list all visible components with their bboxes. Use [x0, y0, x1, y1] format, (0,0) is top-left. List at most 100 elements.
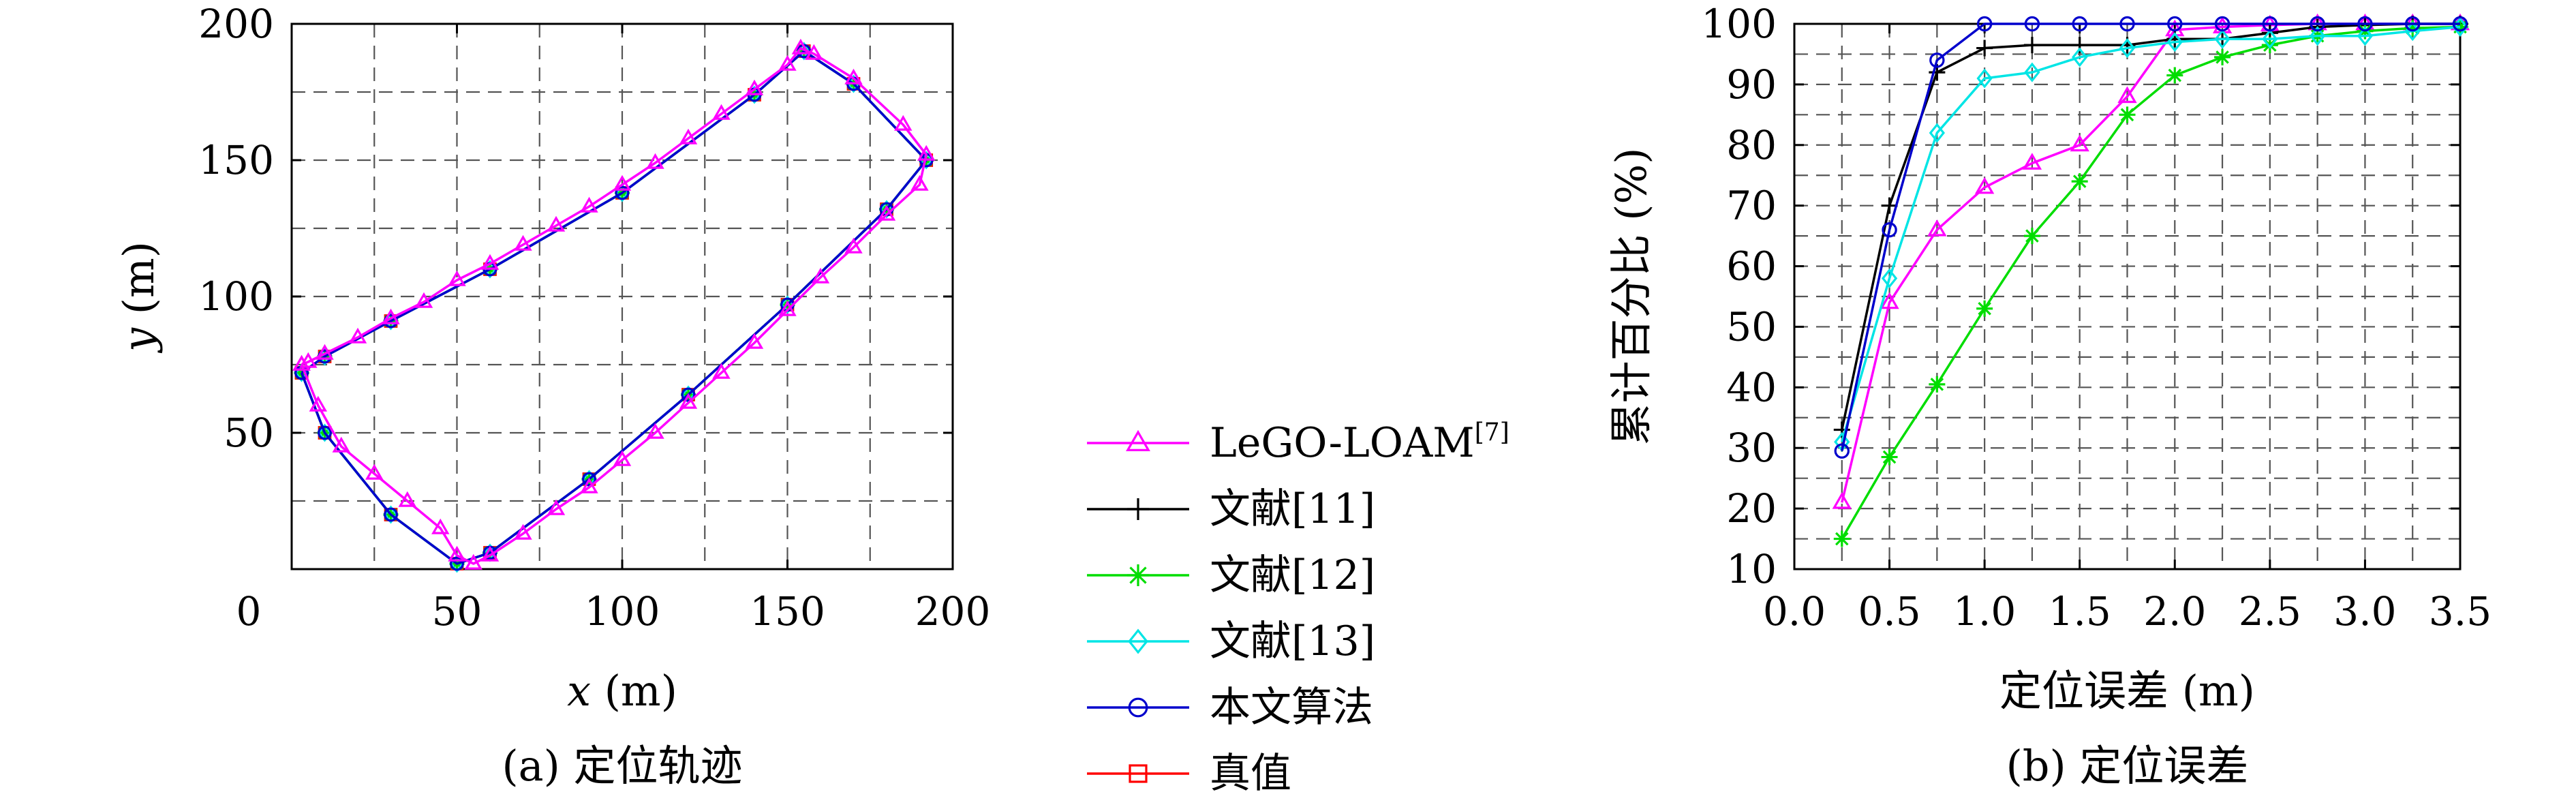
data-point-lego-loam	[894, 115, 913, 131]
y-axis-unit: (m)	[114, 241, 164, 328]
data-point-lego-loam-shape	[398, 491, 416, 507]
data-point-文献-11	[1976, 40, 1993, 57]
x-tick-label: 200	[915, 588, 991, 635]
data-point-lego-loam-shape	[309, 395, 328, 412]
data-point-文献-13	[1976, 68, 1993, 89]
x-tick-label: 0.5	[1858, 588, 1920, 635]
series-line-lego-loam	[300, 47, 927, 565]
data-point-lego-loam-shape	[917, 144, 936, 161]
data-point-lego-loam-shape	[894, 115, 913, 131]
data-point-lego-loam	[917, 144, 936, 161]
data-point-文献-13	[2166, 32, 2183, 52]
x-axis-label: x (m)	[567, 666, 677, 716]
x-tick-label: 3.0	[2333, 588, 2396, 635]
series-文献-13	[294, 42, 934, 573]
data-point-lego-loam	[778, 300, 797, 316]
x-axis-unit: (m)	[591, 666, 677, 716]
data-point-lego-loam-shape	[811, 267, 830, 284]
data-point-lego-loam	[431, 518, 450, 534]
y-tick-label: 80	[1726, 122, 1777, 168]
data-point-lego-loam	[464, 553, 482, 570]
data-point-文献-13-shape	[2214, 29, 2230, 49]
data-point-文献-12	[2452, 18, 2468, 35]
data-point-本文算法-shape	[2024, 16, 2040, 32]
legend-item-本文算法: 本文算法	[1087, 684, 1373, 731]
data-point-lego-loam-shape	[613, 174, 632, 191]
data-point-文献-13-shape	[2262, 29, 2278, 49]
legend-label-text: 文献[13]	[1210, 618, 1375, 665]
data-point-lego-loam	[309, 395, 328, 412]
data-point-文献-13-shape	[1976, 68, 1993, 89]
data-point-lego-loam-shape	[514, 234, 532, 251]
data-point-文献-13-shape	[2119, 37, 2136, 59]
data-point-文献-13	[2119, 37, 2136, 59]
data-point-本文算法-shape	[318, 425, 332, 440]
data-point-本文算法-shape	[2310, 16, 2325, 32]
data-point-文献-11	[1881, 197, 1898, 214]
x-tick-label: 100	[585, 588, 660, 635]
data-point-lego-loam-shape	[514, 523, 532, 540]
data-point-本文算法	[1976, 16, 1993, 32]
data-point-文献-13	[2024, 62, 2040, 82]
data-point-lego-loam	[791, 38, 810, 55]
data-point-文献-13	[383, 505, 399, 524]
x-axis-label: 定位误差 (m)	[1999, 666, 2255, 716]
series-line-文献-12	[300, 50, 927, 565]
data-point-lego-loam-shape	[805, 44, 823, 60]
data-point-文献-13-shape	[2309, 26, 2326, 46]
data-point-lego-loam-shape	[745, 333, 764, 349]
data-point-文献-11-shape	[2023, 37, 2040, 54]
data-point-文献-13	[1881, 268, 1898, 288]
legend-item-文献-11: 文献[11]	[1087, 485, 1375, 533]
x-tick-label: 1.0	[1953, 588, 2016, 635]
x-tick-label: 2.5	[2239, 588, 2301, 635]
data-point-本文算法	[2310, 16, 2325, 32]
series-本文算法	[1834, 16, 2468, 459]
series-line-本文算法	[300, 50, 927, 565]
data-point-本文算法-shape	[450, 556, 464, 571]
y-tick-label: 90	[1726, 61, 1777, 108]
data-point-lego-loam	[778, 55, 797, 71]
legend-marker	[1126, 429, 1150, 452]
y-tick-label: 70	[1726, 183, 1777, 229]
data-point-本文算法-shape	[615, 185, 630, 200]
data-point-lego-loam-shape	[1832, 492, 1852, 509]
data-point-lego-loam	[348, 327, 367, 344]
panel-caption: (b) 定位误差	[2006, 741, 2249, 791]
data-point-文献-12-shape	[2404, 20, 2421, 37]
legend-marker-shape	[1126, 429, 1150, 452]
data-point-本文算法-shape	[384, 507, 398, 522]
error-cdf-panel: 0.0 0.5 1.0 1.5 2.0 2.5 3.0 3.5 10 20 30 40 50 60 70 80…	[1606, 1, 2491, 791]
data-point-lego-loam-shape	[2117, 86, 2137, 104]
legend-item-lego-loam: LeGO-LOAM[7]	[1087, 418, 1509, 467]
data-point-文献-12	[2119, 106, 2136, 123]
data-point-文献-11	[2023, 37, 2040, 54]
data-point-lego-loam-shape	[778, 300, 797, 316]
data-point-本文算法	[450, 556, 464, 571]
legend-item-真值: 真值	[1087, 750, 1291, 792]
data-point-本文算法-shape	[2357, 16, 2373, 32]
data-point-文献-12	[2404, 20, 2421, 37]
data-point-本文算法	[2024, 16, 2040, 32]
data-point-本文算法	[2262, 16, 2278, 32]
data-point-文献-11-shape	[1881, 197, 1898, 214]
data-point-lego-loam	[580, 477, 598, 493]
data-point-本文算法-shape	[2119, 16, 2135, 32]
y-tick-label: 200	[198, 1, 274, 47]
data-point-文献-13-shape	[317, 423, 333, 442]
legend-marker-shape	[1127, 498, 1149, 520]
data-point-文献-13-shape	[383, 505, 399, 524]
data-point-文献-13	[1929, 123, 1946, 143]
legend-marker	[1128, 697, 1148, 718]
data-point-lego-loam	[398, 491, 416, 507]
data-point-lego-loam	[877, 204, 896, 221]
data-point-文献-12-shape	[1881, 448, 1898, 466]
data-point-lego-loam	[1880, 292, 1899, 309]
data-point-本文算法	[384, 507, 398, 522]
data-point-lego-loam	[448, 545, 466, 562]
x-tick-label: 150	[750, 588, 825, 635]
y-tick-label: 60	[1726, 243, 1777, 290]
data-point-本文算法	[1834, 443, 1850, 459]
data-point-本文算法-shape	[2214, 16, 2230, 32]
legend-marker	[1128, 628, 1148, 654]
